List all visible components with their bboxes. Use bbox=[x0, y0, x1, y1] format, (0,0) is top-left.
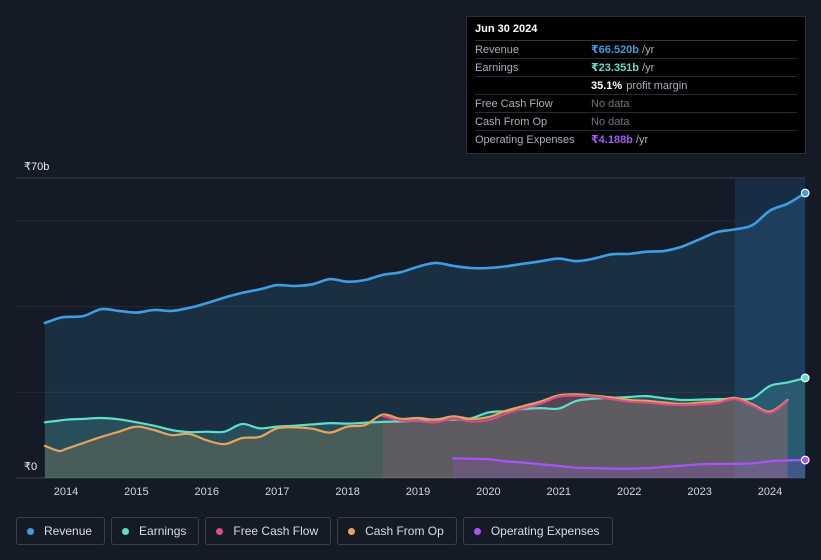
legend-label-free-cash-flow: Free Cash Flow bbox=[233, 524, 319, 538]
x-tick-label: 2022 bbox=[617, 486, 641, 498]
tooltip-opex-unit: /yr bbox=[635, 133, 649, 146]
y-axis-top-label: ₹70b bbox=[24, 161, 49, 173]
x-tick-label: 2016 bbox=[195, 486, 219, 498]
legend-item-earnings[interactable]: Earnings bbox=[111, 517, 200, 545]
y-axis-bottom-label: ₹0 bbox=[24, 461, 37, 473]
operating-expenses-area bbox=[453, 458, 806, 478]
data-tooltip: Jun 30 2024 Revenue ₹66.520b /yr Earning… bbox=[466, 16, 806, 154]
tooltip-cfo-label: Cash From Op bbox=[475, 115, 548, 128]
tooltip-date: Jun 30 2024 bbox=[475, 23, 797, 41]
legend-label-revenue: Revenue bbox=[44, 524, 93, 538]
tooltip-margin-value: 35.1% bbox=[591, 79, 623, 92]
x-tick-label: 2018 bbox=[335, 486, 359, 498]
legend-item-operating-expenses[interactable]: Operating Expenses bbox=[462, 517, 613, 545]
revenue-endpoint bbox=[800, 188, 810, 198]
operating-expenses-endpoint bbox=[800, 455, 810, 465]
free-cash-flow-area bbox=[382, 395, 788, 478]
earnings-endpoint bbox=[800, 373, 810, 383]
x-axis-ticks: 2014 2015 2016 2017 2018 2019 2020 2021 2022 2023… bbox=[54, 486, 782, 498]
cash-from-op-line bbox=[43, 393, 789, 453]
series-lines bbox=[43, 191, 807, 470]
tooltip-cfo-value: No data bbox=[591, 115, 630, 128]
cash-from-op-dot-icon bbox=[348, 527, 356, 535]
tooltip-fcf-label: Free Cash Flow bbox=[475, 97, 553, 110]
legend-item-free-cash-flow[interactable]: Free Cash Flow bbox=[205, 517, 332, 545]
tooltip-row-fcf: Free Cash Flow No data bbox=[475, 95, 797, 113]
legend-item-revenue[interactable]: Revenue bbox=[16, 517, 106, 545]
series-areas bbox=[44, 193, 806, 478]
x-tick-label: 2023 bbox=[687, 486, 711, 498]
free-cash-flow-dot-icon bbox=[216, 527, 224, 535]
tooltip-row-margin: 35.1% profit margin bbox=[475, 77, 797, 95]
legend-label-operating-expenses: Operating Expenses bbox=[490, 524, 600, 538]
legend-item-cash-from-op[interactable]: Cash From Op bbox=[337, 517, 457, 545]
cash-from-op-area bbox=[44, 394, 788, 478]
tooltip-row-earnings: Earnings ₹23.351b /yr bbox=[475, 59, 797, 77]
x-tick-label: 2017 bbox=[265, 486, 289, 498]
tooltip-fcf-value: No data bbox=[591, 97, 630, 110]
x-tick-label: 2014 bbox=[54, 486, 78, 498]
x-tick-label: 2024 bbox=[758, 486, 782, 498]
x-tick-label: 2019 bbox=[406, 486, 430, 498]
x-tick-label: 2020 bbox=[476, 486, 500, 498]
tooltip-earnings-value: ₹23.351b bbox=[591, 62, 640, 74]
tooltip-earnings-label: Earnings bbox=[475, 61, 519, 74]
legend-label-earnings: Earnings bbox=[139, 524, 187, 538]
x-tick-label: 2015 bbox=[124, 486, 148, 498]
tooltip-row-revenue: Revenue ₹66.520b /yr bbox=[475, 41, 797, 59]
legend: Revenue Earnings Free Cash Flow Cash Fro… bbox=[16, 517, 613, 545]
operating-expenses-dot-icon bbox=[473, 527, 481, 535]
tooltip-earnings-unit: /yr bbox=[642, 61, 655, 74]
tooltip-revenue-unit: /yr bbox=[642, 43, 655, 56]
tooltip-opex-label: Operating Expenses bbox=[475, 133, 575, 146]
free-cash-flow-line bbox=[381, 394, 789, 424]
revenue-dot-icon bbox=[27, 527, 34, 535]
operating-expenses-line bbox=[452, 457, 807, 470]
tooltip-opex-value: ₹4.188b bbox=[591, 134, 633, 146]
revenue-area bbox=[44, 193, 806, 478]
legend-label-cash-from-op: Cash From Op bbox=[365, 524, 444, 538]
revenue-line bbox=[43, 191, 807, 325]
tooltip-revenue-label: Revenue bbox=[475, 43, 520, 56]
earnings-dot-icon bbox=[122, 527, 130, 535]
earnings-area bbox=[44, 377, 806, 478]
series-endpoints bbox=[800, 188, 810, 465]
tooltip-row-opex: Operating Expenses ₹4.188b /yr bbox=[475, 131, 797, 148]
tooltip-revenue-value: ₹66.520b bbox=[591, 44, 640, 56]
tooltip-margin-label: profit margin bbox=[626, 79, 688, 92]
grid bbox=[16, 177, 805, 479]
tooltip-row-cfo: Cash From Op No data bbox=[475, 113, 797, 131]
x-tick-label: 2021 bbox=[547, 486, 571, 498]
